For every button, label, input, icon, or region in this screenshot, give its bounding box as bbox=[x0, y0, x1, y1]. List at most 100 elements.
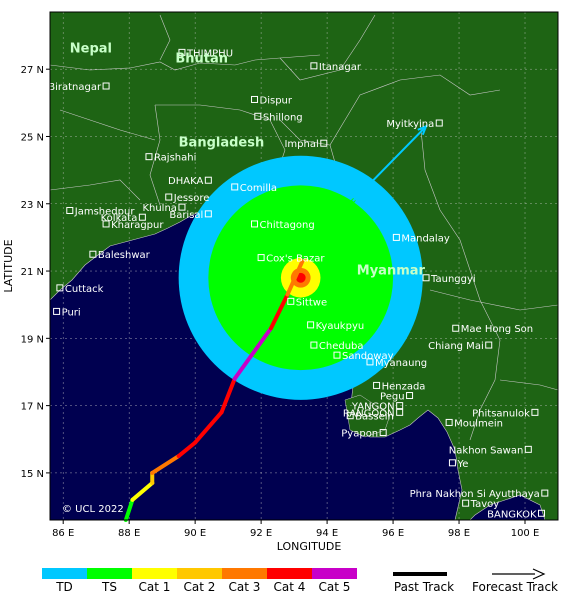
city-itanagar: Itanagar bbox=[310, 62, 362, 73]
lat-tick-label: 23 N bbox=[21, 200, 44, 211]
country-labels: Nepal Bhutan Bangladesh Myanmar bbox=[70, 41, 426, 278]
city-sandoway: Sandoway bbox=[333, 351, 394, 362]
city-rangoon: RANGOON bbox=[343, 408, 404, 419]
city-marker-icon bbox=[102, 82, 110, 90]
track-segment bbox=[269, 292, 290, 331]
city-phra-nakhon-si-ayutthaya: Phra Nakhon Si Ayutthaya bbox=[410, 489, 549, 500]
country-label: Bhutan bbox=[175, 51, 228, 66]
city-marker-icon bbox=[373, 381, 381, 389]
city-pegu: Pegu bbox=[380, 392, 414, 403]
track-segment bbox=[285, 255, 306, 297]
city-kyaukpyu: Kyaukpyu bbox=[307, 321, 365, 332]
city-name: Puri bbox=[62, 307, 81, 318]
legend-category-label: Cat 2 bbox=[184, 580, 216, 594]
lon-tick-label: 86 E bbox=[52, 528, 74, 539]
city-name: Bassein bbox=[355, 412, 394, 423]
legend-category-label: TD bbox=[55, 580, 73, 594]
city-marker-icon bbox=[538, 509, 546, 517]
city-bangkok: BANGKOK bbox=[487, 509, 546, 520]
lon-tick-label: 96 E bbox=[382, 528, 404, 539]
city-rajshahi: Rajshahi bbox=[145, 153, 196, 164]
city-name: Shillong bbox=[263, 112, 303, 123]
track-segment bbox=[352, 125, 428, 202]
legend-swatch-cat-3 bbox=[222, 568, 267, 579]
track-segment bbox=[176, 440, 198, 459]
map-plot-area: THIMPHU Itanagar Biratnagar Dispur Shillong M… bbox=[48, 11, 559, 522]
city-marker-icon bbox=[66, 206, 74, 214]
city-phitsanulok: Phitsanulok bbox=[472, 408, 539, 419]
city-ye: Ye bbox=[448, 459, 468, 470]
city-name: BANGKOK bbox=[487, 509, 537, 520]
city-kolkata: Kolkata bbox=[101, 213, 146, 224]
city-marker-icon bbox=[448, 459, 456, 467]
city-puri: Puri bbox=[53, 307, 81, 318]
past-track-label: Past Track bbox=[394, 580, 454, 594]
city-name: Kharagpur bbox=[111, 220, 164, 231]
city-labels: THIMPHU Itanagar Biratnagar Dispur Shillong M… bbox=[48, 48, 549, 520]
city-name: RANGOON bbox=[343, 408, 395, 419]
legend: TD TS Cat 1 Cat 2 Cat 3 Cat 4 Cat 5 Past Track… bbox=[42, 568, 558, 594]
city-name: Cheduba bbox=[319, 341, 364, 352]
city-name: Henzada bbox=[382, 381, 426, 392]
axis-ticks: 86 E 88 E 90 E 92 E 94 E 96 E 98 E 100 E 27 N 25 … bbox=[21, 65, 540, 539]
legend-category-label: Cat 4 bbox=[274, 580, 306, 594]
legend-category-label: Cat 5 bbox=[319, 580, 351, 594]
city-marker-icon bbox=[251, 220, 259, 228]
city-marker-icon bbox=[333, 351, 341, 359]
forecast-arrow-icon bbox=[532, 568, 546, 580]
city-name: Baleshwar bbox=[98, 250, 151, 261]
city-biratnagar: Biratnagar bbox=[48, 82, 110, 93]
city-name: Chiang Mai bbox=[428, 341, 484, 352]
city-baleshwar: Baleshwar bbox=[89, 250, 151, 261]
y-axis-label: LATITUDE bbox=[2, 239, 15, 292]
city-name: Barisal bbox=[169, 210, 203, 221]
city-dispur: Dispur bbox=[251, 95, 293, 106]
city-marker-icon bbox=[178, 48, 186, 56]
city-marker-icon bbox=[89, 250, 97, 258]
city-marker-icon bbox=[204, 210, 212, 218]
city-henzada: Henzada bbox=[373, 381, 426, 392]
country-label: Bangladesh bbox=[179, 136, 265, 151]
plot-frame bbox=[49, 11, 559, 521]
city-marker-icon bbox=[56, 284, 64, 292]
city-name: Kyaukpyu bbox=[316, 321, 365, 332]
city-name: Dispur bbox=[260, 95, 293, 106]
city-marker-icon bbox=[310, 62, 318, 70]
lat-tick-label: 21 N bbox=[21, 267, 44, 278]
copyright-text: © UCL 2022 bbox=[62, 504, 124, 515]
city-marker-icon bbox=[178, 203, 186, 211]
legend-category-label: Cat 3 bbox=[229, 580, 261, 594]
city-name: Myitkyina bbox=[386, 119, 434, 130]
city-khulna: Khulna bbox=[142, 203, 186, 214]
city-marker-icon bbox=[251, 95, 259, 103]
city-tavoy: Tavoy bbox=[462, 499, 499, 510]
legend-swatch-cat-1 bbox=[132, 568, 177, 579]
city-chiang-mai: Chiang Mai bbox=[428, 341, 493, 352]
track-segment bbox=[219, 376, 237, 415]
city-name: Phitsanulok bbox=[472, 408, 530, 419]
lat-tick-label: 17 N bbox=[21, 402, 44, 413]
track-segment bbox=[130, 480, 155, 502]
legend-swatch-ts bbox=[87, 568, 132, 579]
city-kharagpur: Kharagpur bbox=[102, 220, 164, 231]
city-marker-icon bbox=[231, 183, 239, 191]
legend-category-label: TS bbox=[101, 580, 117, 594]
city-yangon: YANGON bbox=[351, 402, 404, 413]
city-name: Jamshedpur bbox=[74, 206, 136, 217]
city-cheduba: Cheduba bbox=[310, 341, 364, 352]
lat-tick-label: 19 N bbox=[21, 334, 44, 345]
city-mandalay: Mandalay bbox=[392, 233, 450, 244]
city-marker-icon bbox=[204, 176, 212, 184]
lon-tick-label: 92 E bbox=[250, 528, 272, 539]
city-pyapon: Pyapon bbox=[341, 429, 387, 440]
city-marker-icon bbox=[396, 408, 404, 416]
city-marker-icon bbox=[320, 139, 328, 147]
city-marker-icon bbox=[379, 429, 387, 437]
track-segment bbox=[232, 326, 274, 381]
city-name: Biratnagar bbox=[48, 82, 102, 93]
city-marker-icon bbox=[392, 233, 400, 241]
country-label: Nepal bbox=[70, 41, 112, 56]
city-marker-icon bbox=[287, 297, 295, 305]
city-mae-hong-son: Mae Hong Son bbox=[452, 324, 533, 335]
lon-tick-label: 98 E bbox=[448, 528, 470, 539]
